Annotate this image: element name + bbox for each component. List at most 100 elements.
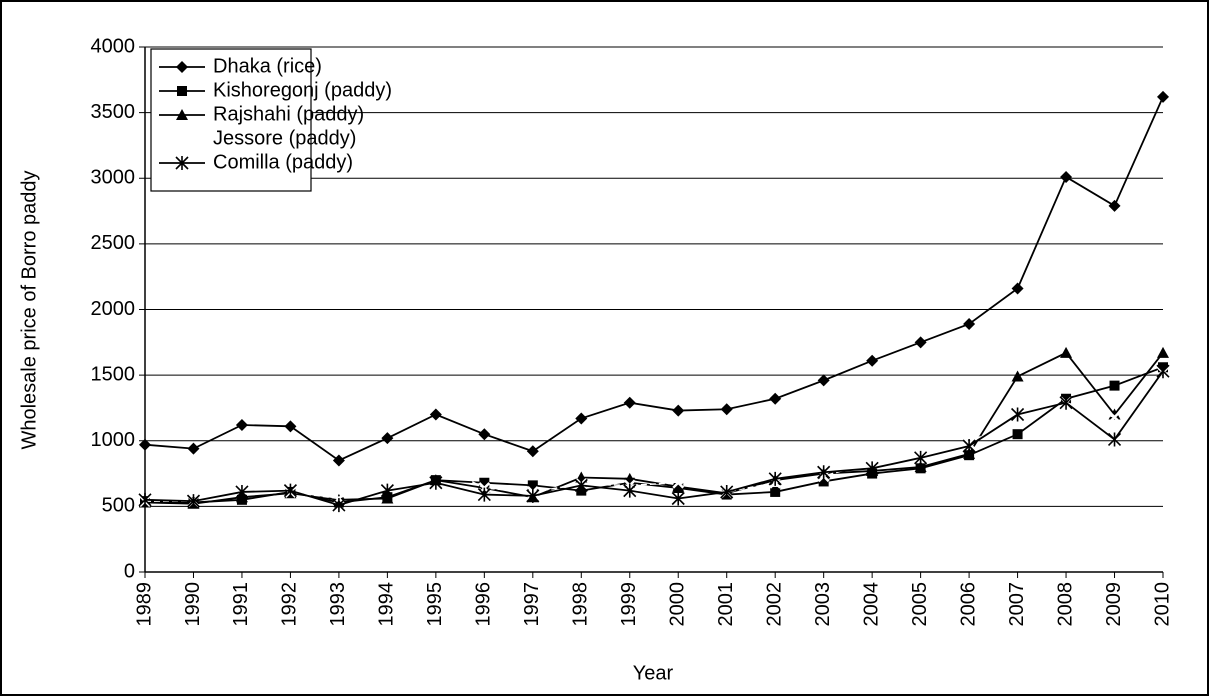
marker xyxy=(672,404,685,417)
marker xyxy=(187,442,200,455)
marker xyxy=(380,483,394,498)
marker xyxy=(429,475,443,490)
x-tick-label: 2007 xyxy=(1006,582,1028,627)
marker xyxy=(768,471,782,486)
legend-label: Kishoregonj (paddy) xyxy=(213,79,392,101)
marker xyxy=(770,486,781,497)
x-axis-label: Year xyxy=(633,662,674,684)
y-tick-label: 2000 xyxy=(91,298,136,320)
marker xyxy=(623,396,636,409)
marker xyxy=(1011,407,1025,422)
marker xyxy=(865,461,879,476)
marker xyxy=(176,133,188,145)
series-line xyxy=(144,370,1164,507)
marker xyxy=(526,488,540,503)
y-tick-label: 4000 xyxy=(91,35,136,57)
legend-label: Comilla (paddy) xyxy=(213,151,353,173)
x-tick-label: 1992 xyxy=(279,582,301,627)
marker xyxy=(672,476,685,489)
legend-label: Dhaka (rice) xyxy=(213,55,322,77)
x-tick-label: 1998 xyxy=(570,582,592,627)
y-tick-label: 500 xyxy=(102,495,135,517)
marker xyxy=(527,480,538,491)
series-line xyxy=(144,351,1164,505)
marker xyxy=(138,492,152,507)
marker xyxy=(176,109,188,120)
x-tick-label: 2010 xyxy=(1151,582,1173,627)
marker xyxy=(720,403,733,416)
x-tick-label: 1995 xyxy=(424,582,446,627)
marker xyxy=(1107,432,1122,447)
marker xyxy=(769,392,782,405)
marker xyxy=(526,445,539,458)
marker xyxy=(381,465,394,477)
marker xyxy=(914,444,927,456)
y-tick-label: 3000 xyxy=(91,167,136,189)
marker xyxy=(672,480,685,492)
marker xyxy=(429,408,442,421)
x-tick-label: 1989 xyxy=(133,582,155,627)
marker xyxy=(381,432,394,445)
y-tick-label: 2500 xyxy=(91,232,136,254)
marker xyxy=(381,492,394,504)
marker xyxy=(1108,411,1121,424)
marker xyxy=(284,420,297,433)
marker xyxy=(1157,346,1169,358)
series-line xyxy=(144,96,1164,462)
x-tick-label: 2001 xyxy=(715,582,737,627)
legend-label: Rajshahi (paddy) xyxy=(213,103,364,125)
x-tick-label: 2006 xyxy=(957,582,979,627)
marker xyxy=(962,439,976,453)
marker xyxy=(235,484,249,499)
marker xyxy=(478,428,491,441)
marker xyxy=(235,419,248,431)
y-tick-label: 3500 xyxy=(91,101,136,123)
marker xyxy=(914,336,927,349)
legend-label: Jessore (paddy) xyxy=(213,127,356,149)
marker xyxy=(574,478,588,493)
marker xyxy=(1060,346,1073,358)
series-line xyxy=(145,371,1164,502)
marker xyxy=(818,476,829,487)
marker xyxy=(963,317,976,330)
marker xyxy=(1011,370,1024,382)
x-tick-label: 2005 xyxy=(909,582,931,627)
marker xyxy=(623,483,637,498)
x-tick-label: 1997 xyxy=(521,582,543,627)
x-tick-label: 1994 xyxy=(376,582,398,627)
x-tick-label: 1991 xyxy=(230,582,252,627)
y-axis-label: Wholesale price of Borro paddy xyxy=(18,170,40,449)
marker xyxy=(175,156,189,170)
y-tick-label: 1000 xyxy=(91,429,136,451)
x-tick-label: 2004 xyxy=(860,582,882,627)
x-tick-label: 1990 xyxy=(182,582,204,627)
x-tick-label: 2002 xyxy=(763,582,785,627)
marker xyxy=(429,457,442,469)
marker xyxy=(1108,199,1121,212)
x-tick-label: 1993 xyxy=(327,582,349,627)
marker xyxy=(1012,429,1023,440)
x-tick-label: 1996 xyxy=(473,582,495,627)
marker xyxy=(1156,364,1170,379)
marker xyxy=(332,498,346,513)
marker xyxy=(963,447,976,459)
marker xyxy=(477,487,491,502)
marker xyxy=(186,494,201,509)
x-tick-label: 2008 xyxy=(1054,582,1076,627)
x-tick-label: 1999 xyxy=(618,582,640,627)
marker xyxy=(1059,395,1073,410)
marker xyxy=(866,354,879,367)
y-tick-label: 0 xyxy=(124,560,135,582)
marker xyxy=(575,412,588,425)
marker xyxy=(1109,380,1120,391)
marker xyxy=(176,61,188,73)
x-tick-label: 2003 xyxy=(812,582,834,627)
marker xyxy=(139,438,151,451)
marker xyxy=(914,450,928,465)
y-tick-label: 1500 xyxy=(91,363,136,385)
marker xyxy=(1060,170,1073,183)
marker xyxy=(283,483,297,498)
marker xyxy=(1011,282,1024,295)
marker xyxy=(332,454,345,467)
marker xyxy=(177,86,187,96)
